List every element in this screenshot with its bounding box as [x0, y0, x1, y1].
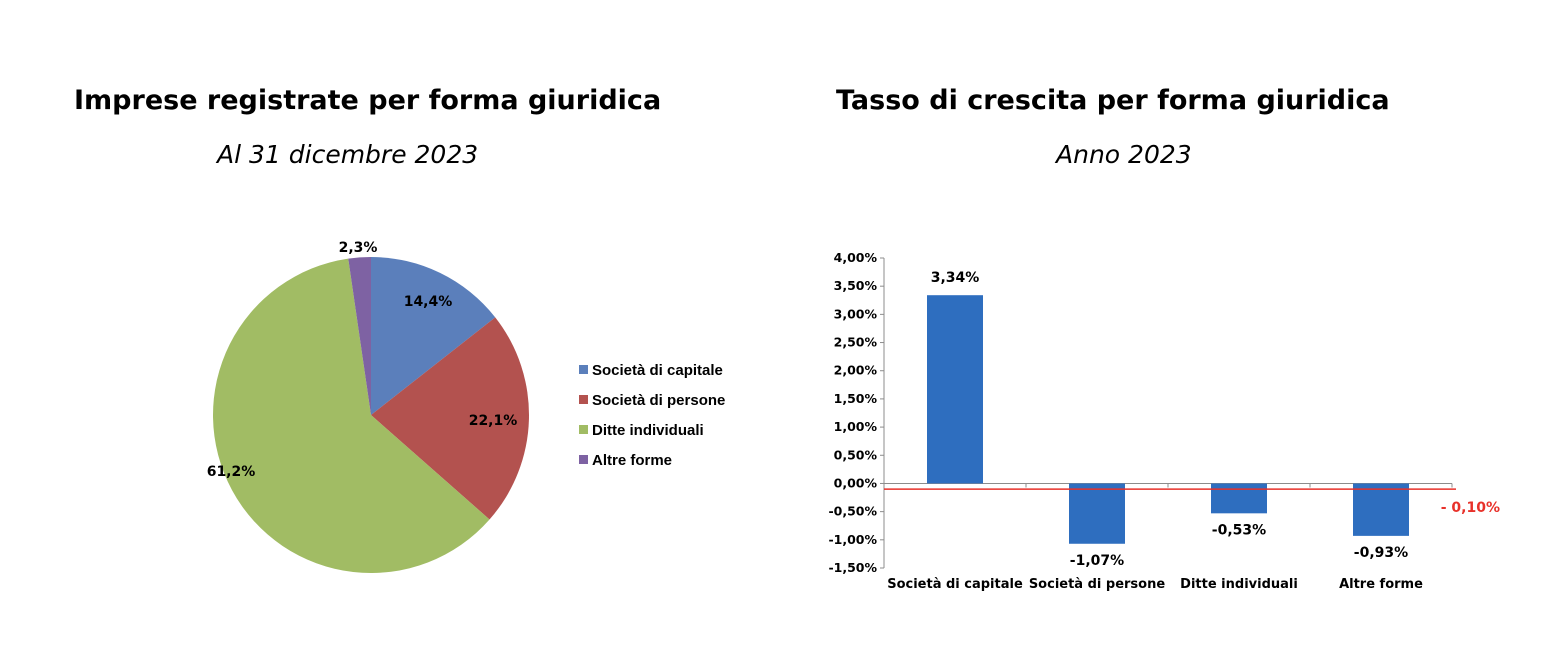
bar-societa-di-persone — [1069, 483, 1125, 544]
legend-label-altre-forme: Altre forme — [592, 452, 672, 469]
y-tick-label: -0,50% — [828, 504, 877, 519]
x-category-label: Società di capitale — [887, 577, 1023, 592]
y-tick-label: -1,50% — [828, 560, 877, 575]
y-tick-label: 2,00% — [834, 363, 878, 378]
pie-chart-subtitle: Al 31 dicembre 2023 — [217, 140, 479, 169]
legend-label-societa-di-capitale: Società di capitale — [592, 362, 723, 379]
legend-swatch-societa-di-capitale — [579, 365, 588, 374]
pie-slice-label: 14,4% — [404, 294, 453, 310]
bar-societa-di-capitale — [927, 295, 983, 484]
y-tick-label: -1,00% — [828, 532, 877, 547]
pie-slice-altre-forme — [348, 257, 371, 415]
bar-value-label: -0,93% — [1354, 545, 1408, 561]
bar-chart-title: Tasso di crescita per forma giuridica — [836, 85, 1390, 116]
bar-value-label: 3,34% — [931, 270, 980, 286]
pie-chart: 14,4% 22,1% 61,2% 2,3% — [207, 240, 529, 573]
bar-ditte-individuali — [1211, 483, 1267, 514]
y-tick-label: 1,50% — [834, 391, 878, 406]
pie-slice-societa-di-persone — [371, 317, 529, 520]
bar-value-label: -0,53% — [1212, 522, 1266, 538]
legend-label-societa-di-persone: Società di persone — [592, 392, 725, 409]
legend-swatch-altre-forme — [579, 455, 588, 464]
reference-line-label: - 0,10% — [1441, 500, 1500, 516]
legend-label-ditte-individuali: Ditte individuali — [592, 422, 704, 439]
y-tick-label: 3,50% — [834, 278, 878, 293]
bar-chart-subtitle: Anno 2023 — [1056, 140, 1192, 169]
pie-slice-label: 22,1% — [469, 413, 518, 429]
x-category-label: Ditte individuali — [1180, 577, 1298, 592]
legend-swatch-societa-di-persone — [579, 395, 588, 404]
pie-chart-title: Imprese registrate per forma giuridica — [74, 85, 662, 116]
pie-slice-societa-di-capitale — [371, 257, 496, 415]
legend-swatch-ditte-individuali — [579, 425, 588, 434]
pie-slice-ditte-individuali — [213, 258, 490, 573]
pie-legend: Società di capitale Società di persone Dit… — [579, 362, 725, 469]
y-tick-label: 1,00% — [834, 419, 878, 434]
y-tick-label: 0,50% — [834, 447, 878, 462]
x-category-label: Altre forme — [1339, 577, 1423, 592]
y-tick-label: 2,50% — [834, 335, 878, 350]
y-tick-label: 4,00% — [834, 250, 878, 265]
pie-slice-label: 61,2% — [207, 464, 256, 480]
x-category-label: Società di persone — [1029, 577, 1166, 592]
y-tick-label: 0,00% — [834, 475, 878, 490]
pie-slice-label: 2,3% — [339, 240, 378, 256]
y-tick-label: 3,00% — [834, 306, 878, 321]
bar-chart: 4,00% 3,50% 3,00% 2,50% 2,00% 1,50% 1,00% 0,50%… — [828, 250, 1500, 592]
bar-altre-forme — [1353, 483, 1409, 536]
bar-value-label: -1,07% — [1070, 553, 1124, 569]
